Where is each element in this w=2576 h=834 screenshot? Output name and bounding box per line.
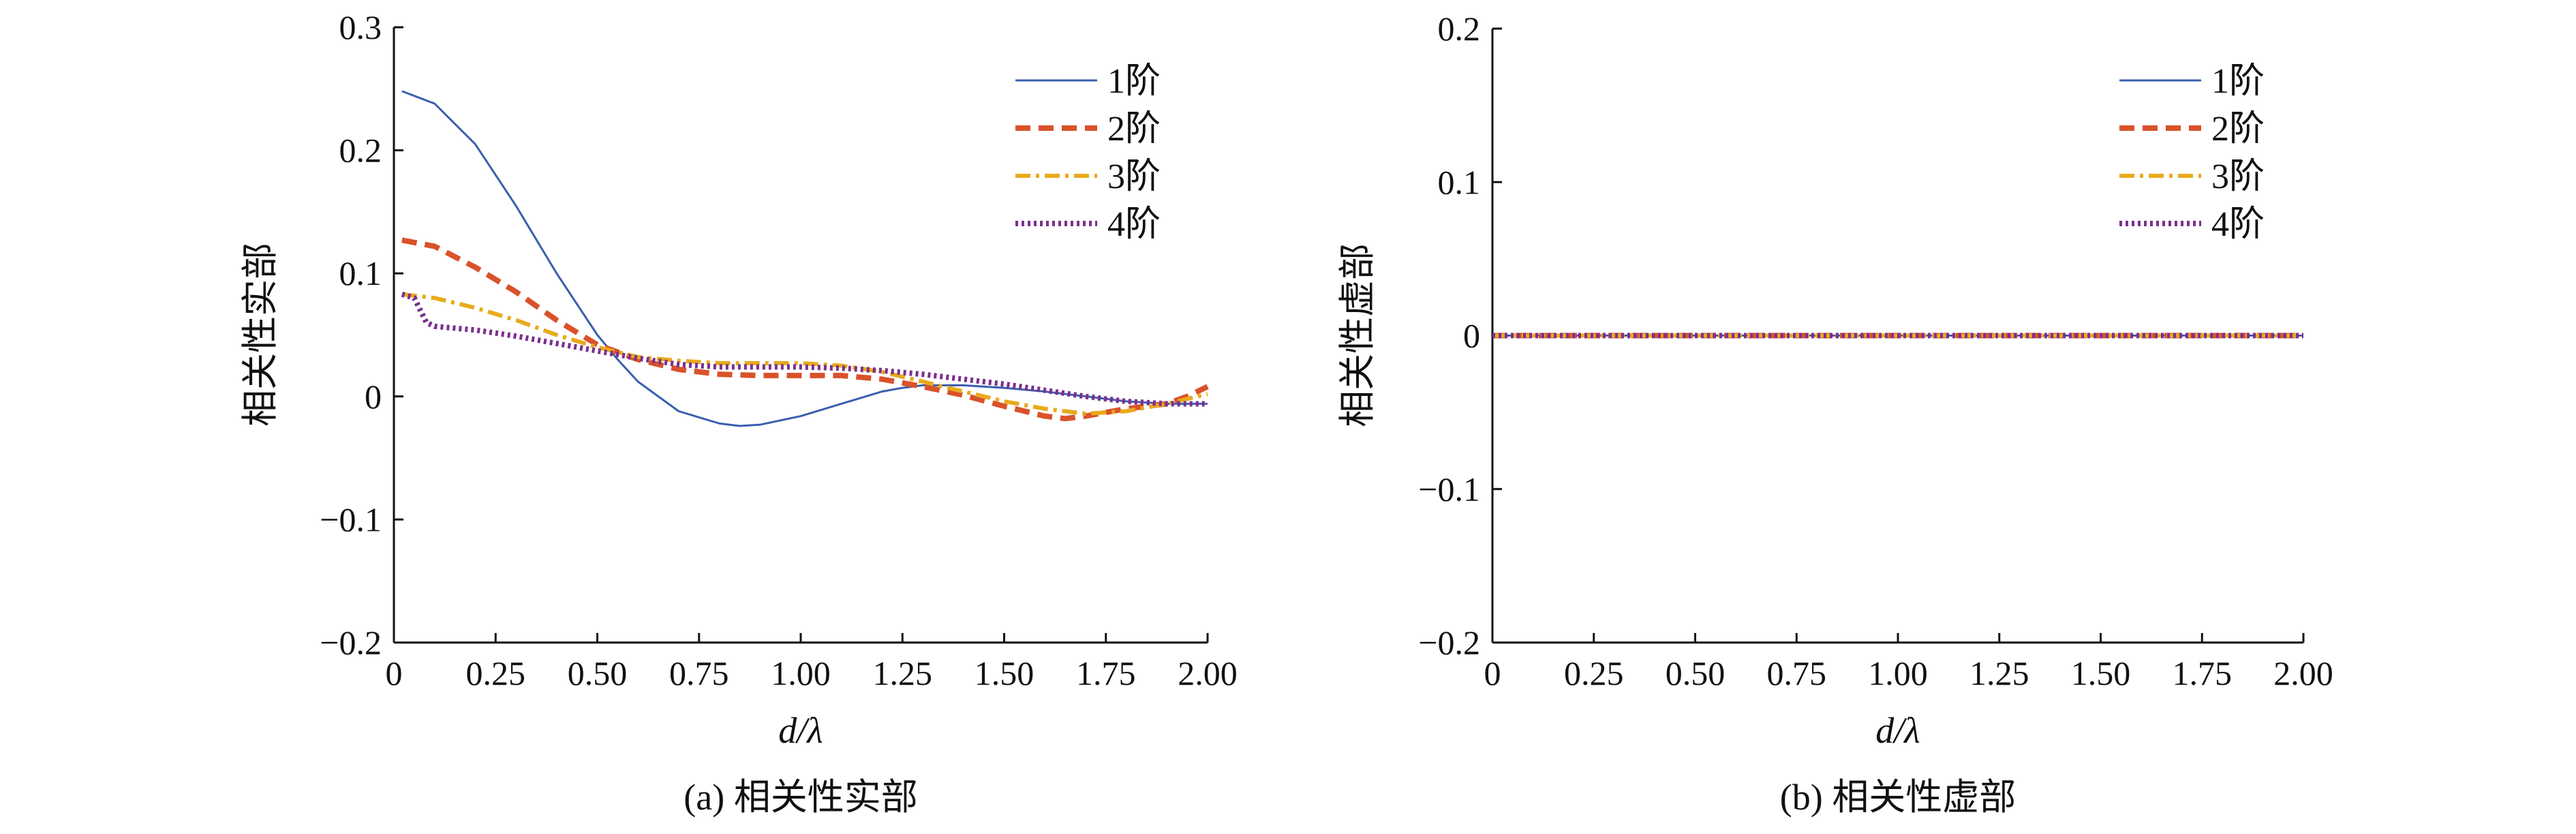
legend-label-2: 2阶	[1107, 110, 1161, 149]
x-tick-label: 1.50	[2071, 654, 2131, 692]
y-axis-label: 相关性虚部	[1337, 243, 1378, 427]
y-tick-label: 0.2	[339, 132, 382, 170]
y-axis-label: 相关性实部	[240, 243, 281, 427]
legend-label-4: 4阶	[1107, 205, 1161, 244]
y-tick-label: 0	[1463, 317, 1480, 355]
y-tick-label: −0.1	[320, 500, 382, 538]
panel-caption: (b) 相关性虚部	[1780, 777, 2016, 818]
x-tick-label: 0	[386, 654, 403, 692]
y-tick-label: −0.2	[320, 623, 382, 662]
x-tick-label: 1.50	[975, 654, 1034, 692]
series-line-1	[401, 90, 1208, 427]
y-tick-label: 0.2	[1438, 10, 1481, 48]
series-line-2	[401, 237, 1209, 422]
x-tick-label: 1.25	[873, 654, 933, 692]
series-line-4	[401, 292, 1208, 407]
y-tick-label: −0.1	[1418, 470, 1480, 508]
x-tick-label: 0.75	[669, 654, 729, 692]
x-tick-label: 1.25	[1969, 654, 2029, 692]
legend-label-3: 3阶	[2211, 157, 2265, 196]
x-tick-label: 0.50	[568, 654, 628, 692]
x-tick-label: 0	[1484, 654, 1501, 692]
y-tick-label: 0.1	[1438, 163, 1481, 201]
x-tick-label: 1.75	[1076, 654, 1136, 692]
panel-b-imaginary-part: 0 0.25 0.50 0.75 1.00 1.25 1.50 1.75 2.00 −0.2 −0.…	[1337, 10, 2333, 818]
y-tick-label: −0.2	[1418, 623, 1480, 662]
x-tick-label: 1.00	[1868, 654, 1928, 692]
series-line-3	[401, 292, 1208, 416]
x-tick-label: 2.00	[2273, 654, 2333, 692]
legend-label-3: 3阶	[1107, 157, 1161, 196]
panel-a-real-part: 0 0.25 0.50 0.75 1.00 1.25 1.50 1.75 2.00 −0.2 −0.…	[240, 8, 1238, 818]
x-tick-label: 0.50	[1666, 654, 1726, 692]
legend-label-4: 4阶	[2211, 205, 2265, 244]
y-tick-label: 0.1	[339, 254, 382, 292]
y-tick-label: 0.3	[339, 8, 382, 46]
x-tick-label: 0.75	[1767, 654, 1827, 692]
x-tick-label: 2.00	[1178, 654, 1238, 692]
x-axis-label: d/λ	[778, 710, 823, 751]
legend-label-2: 2阶	[2211, 110, 2265, 149]
legend-label-1: 1阶	[1107, 62, 1161, 101]
x-tick-label: 1.00	[771, 654, 831, 692]
x-tick-label: 0.25	[466, 654, 526, 692]
x-tick-label: 1.75	[2173, 654, 2233, 692]
legend-label-1: 1阶	[2211, 62, 2265, 101]
x-axis-label: d/λ	[1875, 710, 1920, 751]
panel-caption: (a) 相关性实部	[684, 777, 917, 818]
x-tick-label: 0.25	[1564, 654, 1624, 692]
y-tick-label: 0	[365, 377, 382, 416]
